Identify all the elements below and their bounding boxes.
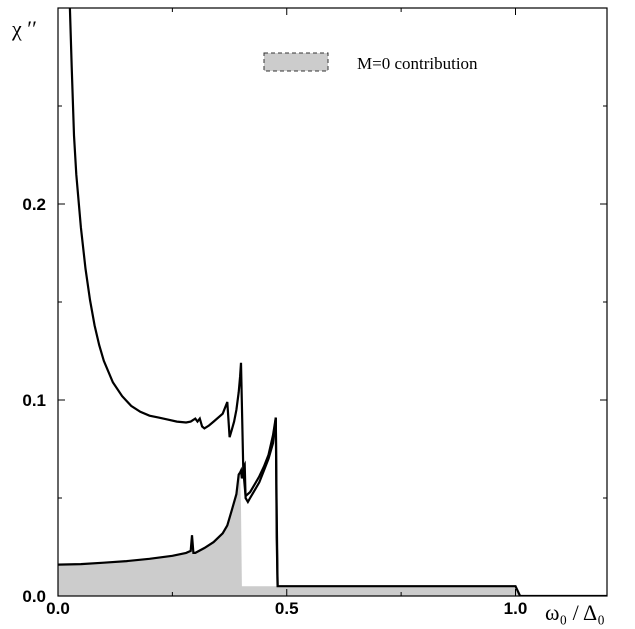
series-1-area bbox=[58, 472, 607, 596]
x-tick-label: 0.5 bbox=[275, 599, 299, 618]
area-layer bbox=[58, 472, 607, 596]
y-tick-label: 0.2 bbox=[22, 195, 46, 214]
tick-layer bbox=[57, 8, 607, 597]
series-2-line bbox=[58, 417, 607, 596]
label-layer: 0.0 0.5 1.0 0.0 0.1 0.2 bbox=[22, 195, 527, 618]
y-tick-label: 0.1 bbox=[22, 391, 46, 410]
x-tick-label: 1.0 bbox=[504, 599, 528, 618]
legend: M=0 contribution bbox=[263, 52, 478, 73]
y-axis-label: χ ′′ bbox=[11, 16, 37, 41]
line-layer bbox=[58, 8, 607, 596]
plot-frame bbox=[57, 7, 608, 597]
legend-swatch bbox=[263, 52, 329, 72]
y-tick-label: 0.0 bbox=[22, 587, 46, 606]
series-0-line bbox=[68, 8, 279, 587]
legend-label: M=0 contribution bbox=[357, 54, 478, 73]
x-axis-label: ω₀ / Δ₀ bbox=[545, 600, 605, 625]
x-tick-label: 0.0 bbox=[46, 599, 70, 618]
